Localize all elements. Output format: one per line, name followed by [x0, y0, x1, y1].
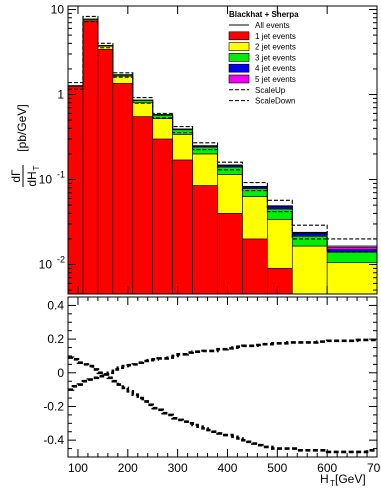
legend-label: ScaleDown: [255, 97, 295, 106]
histogram-bar: [217, 174, 243, 214]
histogram-bar: [132, 116, 154, 294]
lower-plot: 0.40.20-0.2-0.4100200300400500600700HT […: [43, 296, 381, 488]
histogram-bar: [112, 83, 134, 294]
histogram-bar: [217, 213, 243, 294]
legend-label: 5 jet events: [255, 75, 296, 84]
histogram-bar: [152, 138, 173, 294]
x-axis-title-sub: T: [330, 479, 335, 488]
series-1-jet-bars: [68, 20, 293, 294]
x-tick-label: 600: [317, 461, 337, 475]
histogram-bar: [172, 134, 193, 161]
x-tick-label: 700: [367, 461, 381, 475]
y-axis-title: [pb/GeV] dΓ dHT: [9, 104, 41, 187]
legend-label: All events: [255, 21, 290, 30]
lower-frame: [67, 296, 378, 458]
x-tick-label: 100: [68, 461, 88, 475]
x-tick-label: 200: [118, 461, 138, 475]
histogram-bar: [132, 102, 154, 117]
histogram-bar: [192, 185, 218, 294]
legend-label: 1 jet events: [255, 32, 296, 41]
upper-plot: 10 -2 10 -1 1 10 [pb/GeV] dΓ dHT Blackhat + Sherp…: [9, 3, 378, 295]
ratio-line-2: [68, 356, 377, 454]
histogram-bar: [291, 245, 328, 294]
histogram-bar: [242, 196, 268, 240]
histogram-bar: [291, 233, 328, 237]
legend: Blackhat + Sherpa All events 1 jet events 2…: [228, 10, 299, 106]
legend-label: 4 jet events: [255, 64, 296, 73]
histogram-bar: [242, 188, 268, 197]
histogram-bar: [192, 146, 218, 155]
histogram-bar: [217, 166, 243, 175]
histogram-bar: [326, 262, 377, 294]
lower-ticks: 0.4 0.2 0 -0.2 -0.4 100 200 300 400 500 600 700: [43, 296, 381, 475]
x-tick-label: 400: [217, 461, 237, 475]
y-axis-title-units: [pb/GeV]: [15, 104, 29, 151]
histogram-bar: [267, 208, 293, 220]
legend-swatch: [228, 74, 250, 84]
y-tick-label: 0.2: [47, 332, 64, 346]
y-tick-label: -0.2: [43, 399, 64, 413]
y-tick-label: 10: [39, 258, 53, 272]
legend-swatch: [228, 42, 250, 51]
stacked-histogram: [68, 15, 377, 294]
y-axis-title-denominator-sub: T: [32, 165, 41, 170]
x-axis-title-main: H: [320, 472, 329, 486]
histogram-bar: [291, 235, 328, 247]
histogram-bar: [132, 100, 154, 104]
series-2-jet-bars: [68, 19, 377, 294]
line-scaleup: [68, 15, 377, 240]
x-axis-title-units: [GeV]: [335, 472, 366, 486]
histogram-bar: [68, 85, 84, 294]
histogram-bar: [242, 238, 268, 294]
x-tick-label: 300: [168, 461, 188, 475]
y-axis-title-denominator: dH: [25, 171, 39, 186]
line-all-events: [68, 18, 377, 247]
y-tick-exponent: -2: [57, 255, 65, 265]
legend-swatch: [228, 53, 250, 62]
histogram-bar: [267, 268, 293, 294]
histogram-bar: [172, 129, 193, 135]
histogram-bar: [192, 153, 218, 186]
x-tick-label: 500: [267, 461, 287, 475]
histogram-bar: [326, 251, 377, 264]
y-tick-label: 1: [57, 88, 64, 102]
upper-frame: [67, 5, 378, 295]
legend-swatch: [228, 63, 250, 73]
histogram-bar: [152, 118, 173, 140]
histogram-bar: [326, 246, 377, 250]
histogram-bar: [82, 20, 99, 294]
histogram-bar: [172, 159, 193, 294]
histogram-bar: [97, 45, 114, 50]
histogram-bar: [267, 206, 293, 210]
upper-y-ticks: 10 -2 10 -1 1 10: [39, 3, 378, 294]
line-scaledown: [68, 21, 377, 253]
legend-swatch: [228, 31, 250, 41]
y-axis-title-numerator: dΓ: [9, 169, 23, 183]
y-tick-label: 10: [51, 3, 65, 17]
y-tick-label: -0.4: [43, 433, 64, 447]
legend-label: 2 jet events: [255, 43, 296, 52]
y-tick-exponent: -1: [57, 170, 65, 180]
legend-title: Blackhat + Sherpa: [229, 10, 299, 19]
ratio-lines: [68, 338, 377, 454]
legend-label: 3 jet events: [255, 53, 296, 62]
histogram-bar: [97, 49, 114, 294]
legend-label: ScaleUp: [255, 86, 286, 95]
y-tick-label: 0.4: [47, 298, 64, 312]
y-tick-label: 0: [57, 366, 64, 380]
y-tick-label: 10: [39, 173, 53, 187]
histogram-bar: [267, 219, 293, 269]
